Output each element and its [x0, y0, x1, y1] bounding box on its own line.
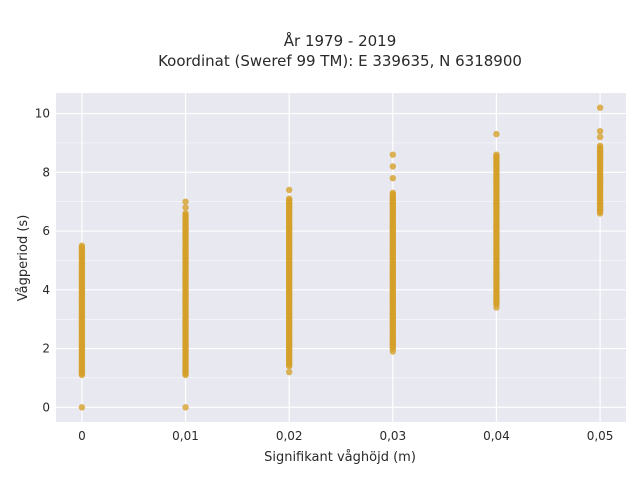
- data-point: [596, 142, 604, 150]
- data-point: [596, 127, 604, 135]
- x-tick-label: 0,03: [379, 429, 406, 443]
- data-point: [285, 186, 293, 194]
- y-tick-label: 8: [42, 165, 50, 179]
- chart-title-line1: År 1979 - 2019: [284, 31, 397, 50]
- data-point: [78, 242, 86, 249]
- data-point: [182, 210, 189, 217]
- y-tick-label: 10: [35, 107, 50, 121]
- data-point: [596, 133, 604, 141]
- chart-title-line2: Koordinat (Sweref 99 TM): E 339635, N 63…: [158, 52, 522, 70]
- x-axis-label: Signifikant våghöjd (m): [264, 450, 416, 465]
- x-tick-label: 0,05: [587, 429, 614, 443]
- data-point: [389, 189, 397, 197]
- data-point: [182, 404, 189, 411]
- data-point: [389, 348, 397, 355]
- x-tick-label: 0,01: [172, 429, 199, 443]
- data-point: [493, 151, 500, 158]
- y-tick-label: 6: [42, 224, 50, 238]
- data-point: [285, 195, 293, 202]
- data-point: [78, 404, 86, 411]
- data-point: [182, 198, 189, 205]
- y-tick-label: 0: [42, 400, 50, 414]
- data-point: [389, 163, 397, 170]
- x-axis-ticks: 0 0,01 0,02 0,03 0,04 0,05: [78, 429, 613, 443]
- data-point: [285, 368, 293, 376]
- y-axis-ticks: 0 2 4 6 8 10: [35, 107, 50, 415]
- y-axis-label: Vågperiod (s): [16, 215, 31, 302]
- data-point: [493, 130, 500, 138]
- data-point: [182, 204, 189, 211]
- x-tick-label: 0,02: [276, 429, 303, 443]
- y-tick-label: 4: [42, 283, 50, 297]
- x-tick-label: 0: [78, 429, 86, 443]
- x-tick-label: 0,04: [483, 429, 510, 443]
- data-points: [78, 104, 604, 411]
- y-tick-label: 2: [42, 342, 50, 356]
- data-point: [493, 304, 500, 311]
- plot-area: [56, 93, 626, 422]
- data-point: [389, 151, 397, 158]
- data-point: [596, 104, 604, 111]
- data-point: [389, 174, 397, 182]
